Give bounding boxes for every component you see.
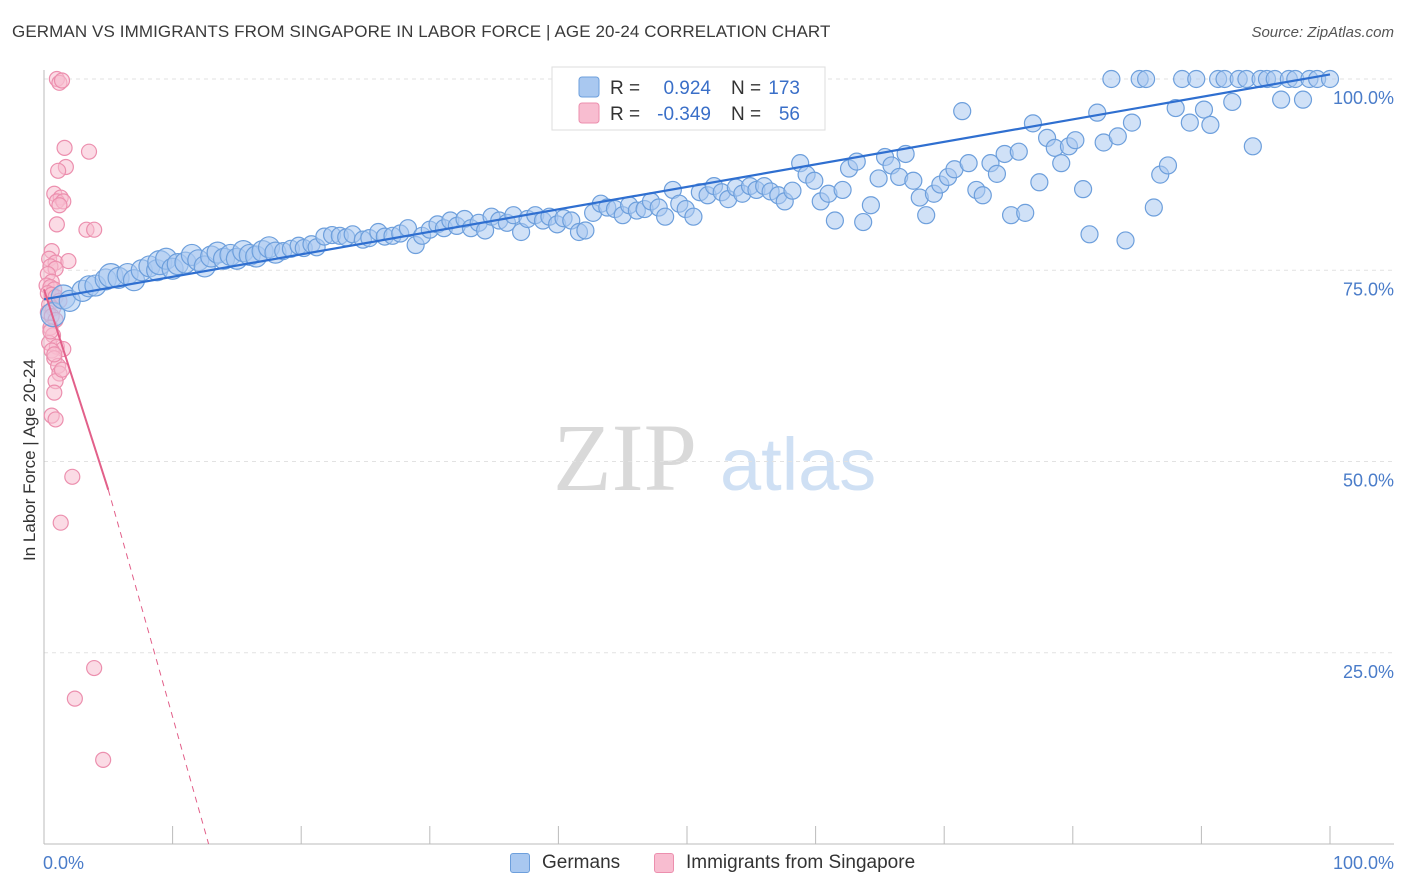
german-point bbox=[1320, 69, 1340, 89]
german-point bbox=[1194, 100, 1214, 119]
bottom-legend-label-singapore: Immigrants from Singapore bbox=[686, 852, 916, 873]
german-point bbox=[917, 206, 936, 225]
singapore-point bbox=[95, 751, 112, 768]
legend-n-label-singapore: N = bbox=[731, 104, 761, 125]
stats-legend: R = 0.924 N = 173 R = -0.349 N = 56 bbox=[551, 66, 826, 131]
german-point bbox=[1102, 69, 1121, 89]
singapore-point bbox=[80, 143, 98, 160]
german-point bbox=[684, 207, 703, 226]
bottom-legend-german: Germans bbox=[510, 852, 620, 874]
source-credit: Source: ZipAtlas.com bbox=[1251, 24, 1394, 41]
singapore-point bbox=[51, 197, 68, 214]
german-point bbox=[1052, 154, 1071, 173]
singapore-point bbox=[60, 252, 77, 270]
german-point bbox=[1030, 173, 1049, 192]
legend-r-label-german: R = bbox=[610, 78, 640, 99]
german-point bbox=[1023, 114, 1043, 133]
trendlines bbox=[43, 73, 1331, 845]
singapore-point bbox=[66, 690, 83, 707]
legend-r-value-german: 0.924 bbox=[663, 78, 711, 99]
legend-n-label-german: N = bbox=[731, 78, 761, 99]
german-point bbox=[1158, 156, 1178, 175]
watermark-atlas: atlas bbox=[720, 423, 876, 506]
singapore-point bbox=[48, 216, 65, 233]
bottom-legend-swatch-singapore bbox=[654, 853, 674, 873]
german-point bbox=[904, 171, 923, 190]
singapore-point bbox=[86, 221, 103, 238]
singapore-trendline bbox=[43, 289, 110, 491]
bottom-legend-swatch-german bbox=[510, 853, 530, 873]
singapore-points bbox=[38, 70, 112, 768]
singapore-point bbox=[56, 139, 73, 156]
german-point bbox=[1088, 103, 1107, 122]
german-point bbox=[805, 171, 824, 190]
german-trendline bbox=[43, 73, 1331, 301]
german-point bbox=[825, 211, 844, 230]
singapore-point bbox=[86, 659, 103, 677]
german-point bbox=[987, 164, 1007, 183]
german-point bbox=[854, 212, 873, 232]
x-tick-label-max: 100.0% bbox=[1333, 853, 1394, 873]
german-point bbox=[1272, 90, 1291, 109]
y-tick-label-25: 25.0% bbox=[1343, 662, 1394, 682]
german-point bbox=[1108, 127, 1127, 146]
german-point bbox=[1166, 98, 1185, 118]
german-point bbox=[1016, 203, 1035, 222]
german-point bbox=[1293, 90, 1313, 109]
german-point bbox=[576, 221, 595, 240]
legend-n-value-german: 173 bbox=[768, 78, 800, 99]
german-point bbox=[1122, 113, 1142, 132]
german-point bbox=[1073, 180, 1093, 199]
german-point bbox=[1187, 69, 1206, 89]
legend-swatch-german bbox=[578, 76, 600, 98]
bottom-legend-singapore: Immigrants from Singapore bbox=[654, 852, 915, 874]
german-point bbox=[861, 196, 880, 215]
german-point bbox=[869, 169, 888, 188]
bottom-legend-label-german: Germans bbox=[542, 852, 621, 873]
singapore-point bbox=[47, 411, 64, 428]
german-point bbox=[783, 181, 802, 200]
german-point bbox=[1137, 69, 1156, 89]
german-point bbox=[1066, 131, 1085, 150]
singapore-point bbox=[52, 514, 69, 531]
singapore-point bbox=[53, 72, 71, 89]
gridlines bbox=[44, 78, 1394, 654]
singapore-point bbox=[46, 346, 63, 363]
legend-n-value-singapore: 56 bbox=[779, 104, 800, 125]
german-point bbox=[973, 186, 992, 205]
legend-r-value-singapore: -0.349 bbox=[657, 104, 711, 125]
german-point bbox=[1243, 137, 1262, 156]
axes bbox=[43, 70, 1394, 845]
singapore-point bbox=[50, 162, 67, 179]
singapore-trendline-extension bbox=[107, 489, 210, 845]
legend-swatch-singapore bbox=[578, 102, 600, 124]
german-point bbox=[656, 207, 675, 226]
singapore-point bbox=[46, 384, 63, 401]
legend-r-label-singapore: R = bbox=[610, 104, 640, 125]
german-point bbox=[833, 180, 852, 200]
x-tick-labels: 0.0% 100.0% bbox=[43, 853, 1394, 873]
x-tick-label-min: 0.0% bbox=[43, 853, 84, 873]
y-tick-label-100: 100.0% bbox=[1333, 88, 1394, 108]
y-tick-label-50: 50.0% bbox=[1343, 471, 1394, 491]
german-point bbox=[959, 154, 978, 173]
german-point bbox=[1080, 225, 1099, 244]
bottom-legend: Germans Immigrants from Singapore bbox=[0, 852, 1406, 878]
german-point bbox=[1144, 198, 1163, 217]
chart-title: GERMAN VS IMMIGRANTS FROM SINGAPORE IN L… bbox=[12, 22, 831, 41]
german-point bbox=[1201, 115, 1220, 135]
watermark-zip: ZIP bbox=[553, 404, 697, 511]
y-tick-labels: 25.0% 50.0% 75.0% 100.0% bbox=[1333, 88, 1394, 682]
german-point bbox=[953, 102, 972, 121]
german-point bbox=[1009, 142, 1028, 161]
watermark: ZIP atlas bbox=[553, 404, 876, 511]
german-point bbox=[1116, 231, 1135, 250]
y-tick-label-75: 75.0% bbox=[1343, 279, 1394, 299]
german-point bbox=[1223, 92, 1242, 112]
singapore-point bbox=[64, 468, 81, 485]
german-point bbox=[1180, 113, 1199, 132]
